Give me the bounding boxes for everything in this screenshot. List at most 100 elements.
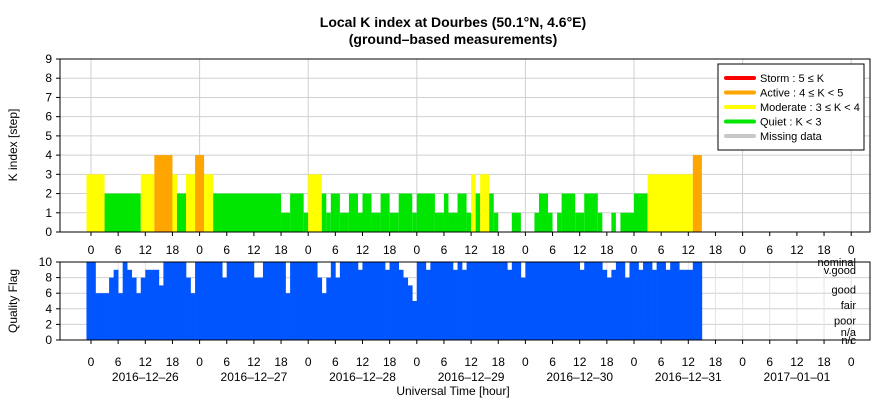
- k-x-tick-label: 0: [522, 243, 529, 257]
- date-label: 2016–12–29: [438, 370, 505, 384]
- k-index-bar: [412, 212, 417, 232]
- quality-bar: [466, 262, 508, 340]
- q-x-tick-label: 6: [223, 355, 230, 369]
- q-x-tick-label: 0: [305, 355, 312, 369]
- chart-subtitle: (ground–based measurements): [349, 31, 558, 47]
- q-y-tick-label: 2: [45, 317, 52, 331]
- k-index-bar: [534, 212, 539, 232]
- q-x-tick-label: 18: [709, 355, 723, 369]
- k-index-bar: [398, 193, 413, 232]
- date-label: 2016–12–27: [221, 370, 288, 384]
- quality-bar: [665, 269, 671, 340]
- quality-level-label: nominal: [817, 257, 856, 269]
- q-x-tick-label: 12: [464, 355, 478, 369]
- quality-bar: [140, 277, 146, 340]
- quality-bar: [262, 262, 286, 340]
- quality-bar: [158, 285, 164, 340]
- quality-bar: [611, 269, 617, 340]
- k-x-tick-label: 6: [223, 243, 230, 257]
- quality-bar: [317, 277, 323, 340]
- k-index-x-ticks: 0 6 12 18 0 6 12 18 0 6 12 18 0 6 12 18 0 6 12 18 0 6 12 18 0 6 12…: [88, 232, 855, 257]
- quality-bar: [679, 269, 694, 340]
- k-x-tick-label: 0: [848, 243, 855, 257]
- q-x-tick-label: 6: [658, 355, 665, 369]
- quality-bar: [290, 262, 318, 340]
- k-y-tick-label: 8: [45, 71, 52, 85]
- legend-label: Active : 4 ≤ K < 5: [760, 88, 843, 100]
- k-x-tick-label: 0: [631, 243, 638, 257]
- quality-bar: [670, 262, 680, 340]
- k-x-tick-label: 12: [682, 243, 696, 257]
- k-index-bar: [489, 193, 494, 232]
- k-x-tick-label: 18: [492, 243, 506, 257]
- date-label: 2017–01–01: [764, 370, 831, 384]
- quality-bar: [525, 262, 580, 340]
- k-x-tick-label: 12: [356, 243, 370, 257]
- q-x-tick-label: 12: [356, 355, 370, 369]
- quality-level-label: good: [832, 284, 856, 296]
- quality-bar: [95, 293, 110, 340]
- k-x-tick-label: 0: [413, 243, 420, 257]
- k-index-bar: [548, 212, 553, 232]
- k-y-tick-label: 0: [45, 225, 52, 239]
- quality-level-label: n/c: [841, 335, 856, 347]
- date-label: 2016–12–31: [655, 370, 722, 384]
- quality-bar: [692, 262, 703, 340]
- quality-plot-border: [59, 261, 871, 341]
- quality-bar: [453, 269, 458, 340]
- k-index-bar: [511, 212, 521, 232]
- q-y-tick-label: 4: [45, 302, 52, 316]
- quality-bar: [416, 262, 427, 340]
- k-x-tick-label: 18: [817, 243, 831, 257]
- q-y-tick-label: 10: [39, 255, 53, 269]
- quality-bar: [118, 293, 123, 340]
- q-x-tick-label: 0: [413, 355, 420, 369]
- quality-bar: [520, 277, 526, 340]
- quality-bar: [615, 262, 626, 340]
- k-index-bar: [416, 193, 435, 232]
- k-y-tick-label: 4: [45, 148, 52, 162]
- quality-bar: [163, 262, 187, 340]
- quality-bars: [86, 262, 703, 340]
- q-x-tick-label: 18: [383, 355, 397, 369]
- quality-x-ticks: 0 6 12 18 0 6 12 18 0 6 12 18 0 6 12 18 0 6 12 18 0 6 12 18 0 6 12…: [88, 340, 855, 369]
- k-index-bars: [86, 155, 702, 232]
- k-index-bar: [493, 212, 499, 232]
- k-index-plot-border: [59, 58, 871, 233]
- k-index-bar: [321, 193, 327, 232]
- k-index-bar: [692, 155, 702, 232]
- k-index-bar: [389, 212, 399, 232]
- q-x-tick-label: 12: [790, 355, 804, 369]
- q-x-tick-label: 18: [274, 355, 288, 369]
- quality-y-ticks: 0 24 68 10: [39, 255, 60, 347]
- k-index-bar: [371, 212, 381, 232]
- k-index-bar: [475, 193, 481, 232]
- k-x-tick-label: 0: [305, 243, 312, 257]
- k-index-bar: [466, 212, 472, 232]
- quality-date-labels: 2016–12–26 2016–12–27 2016–12–28 2016–12–29…: [112, 370, 831, 384]
- quality-bar: [339, 262, 359, 340]
- q-x-tick-label: 0: [88, 355, 95, 369]
- quality-bar: [222, 277, 228, 340]
- k-index-bar: [308, 174, 322, 232]
- q-y-tick-label: 8: [45, 271, 52, 285]
- quality-bar: [457, 262, 463, 340]
- quality-bar: [629, 262, 639, 340]
- quality-level-label: v.good: [824, 265, 856, 277]
- k-x-tick-label: 0: [739, 243, 746, 257]
- quality-bar: [656, 262, 666, 340]
- quality-bar: [330, 262, 336, 340]
- k-index-bar: [611, 212, 616, 232]
- quality-level-label: poor: [834, 316, 856, 328]
- k-x-tick-label: 12: [247, 243, 261, 257]
- quality-bar: [122, 262, 128, 340]
- k-index-bar: [634, 193, 648, 232]
- k-index-bar: [326, 212, 331, 232]
- quality-bar: [362, 262, 386, 340]
- q-x-tick-label: 18: [166, 355, 180, 369]
- k-index-bar: [443, 193, 449, 232]
- k-x-tick-label: 12: [464, 243, 478, 257]
- quality-bar: [86, 262, 96, 340]
